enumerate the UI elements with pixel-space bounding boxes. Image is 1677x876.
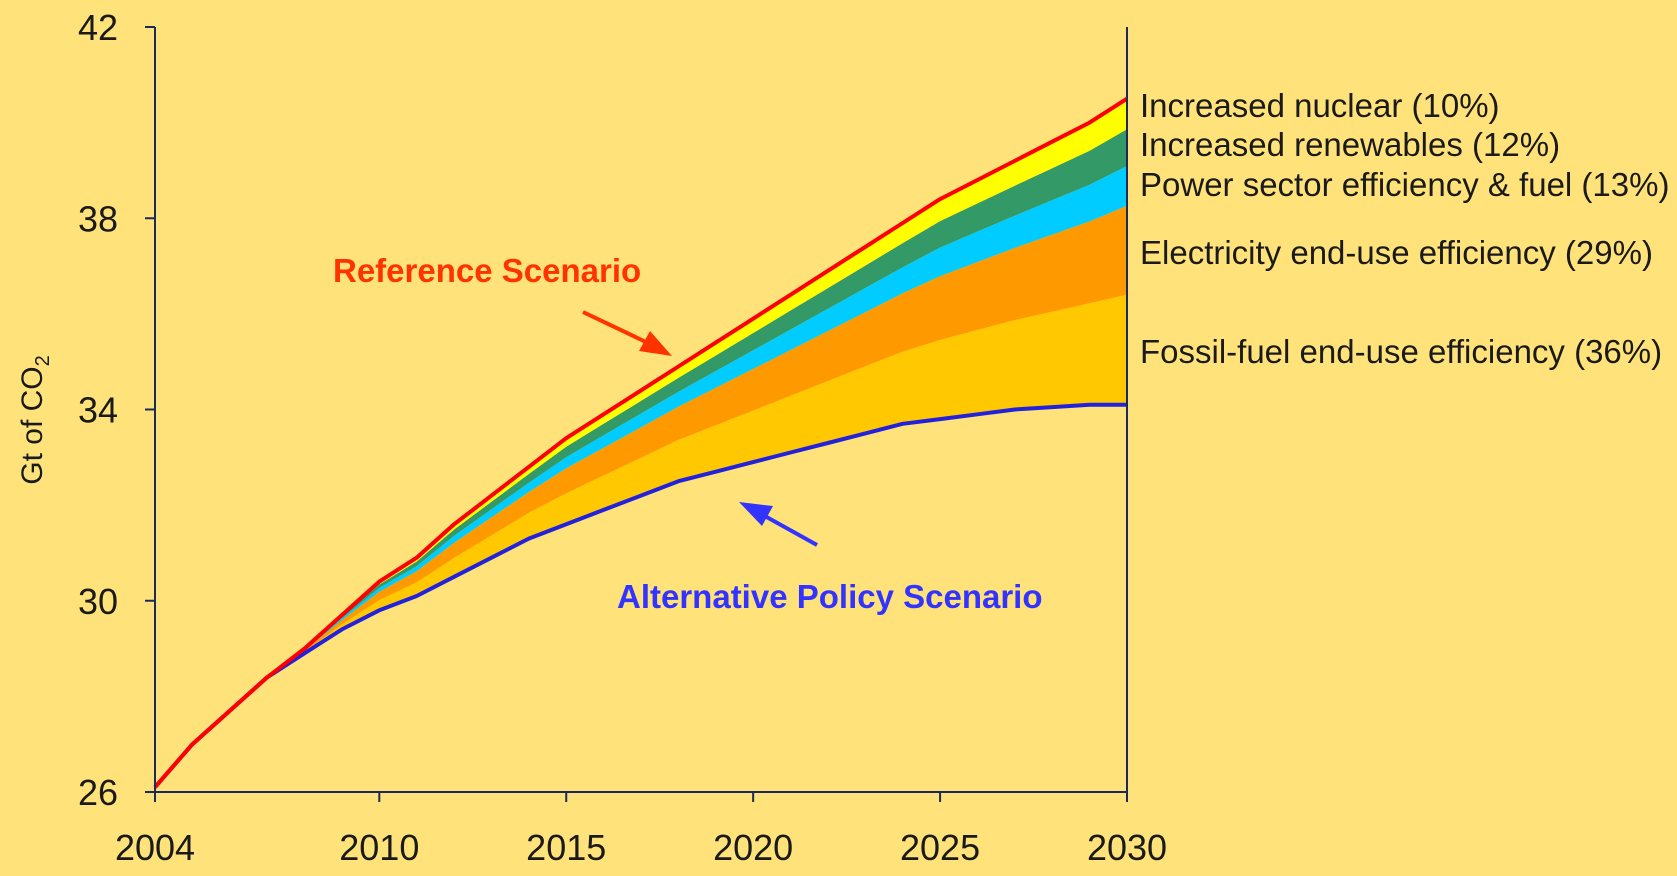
y-tick-label: 42 [78,7,118,48]
wedge-bands [155,98,1127,788]
alternative-arrow-head [739,502,773,526]
reference-scenario-line [153,97,1129,789]
band-4 [155,129,1127,788]
band-2 [155,205,1127,788]
band-5 [155,98,1127,788]
y-tick-label: 30 [78,581,118,622]
reference-arrow-shaft [582,310,649,345]
y-tick-label: 34 [78,390,118,431]
x-tick-label: 2025 [900,827,980,868]
x-tick-label: 2010 [339,827,419,868]
legend-label-2: Electricity end-use efficiency (29%) [1140,234,1653,271]
x-axis-ticks: 2004 2010 2015 2020 2025 2030 [115,792,1167,868]
y-axis-ticks: 26 30 34 38 42 [78,7,155,813]
wedge-legend: Fossil-fuel end-use efficiency (36%) Elec… [1140,87,1669,370]
y-axis-label: Gt of CO2 [16,355,54,484]
y-tick-label: 26 [78,772,118,813]
legend-label-4: Increased renewables (12%) [1140,126,1560,163]
legend-label-1: Fossil-fuel end-use efficiency (36%) [1140,333,1662,370]
y-tick-label: 38 [78,198,118,239]
x-tick-label: 2015 [526,827,606,868]
x-tick-label: 2020 [713,827,793,868]
alternative-arrow-shaft [762,513,818,547]
x-tick-label: 2004 [115,827,195,868]
alternative-scenario-line [153,402,1127,789]
band-3 [155,166,1127,788]
band-1 [155,294,1127,788]
x-tick-label: 2030 [1087,827,1167,868]
legend-label-3: Power sector efficiency & fuel (13%) [1140,166,1669,203]
reference-scenario-label: Reference Scenario [333,252,641,289]
alternative-scenario-label: Alternative Policy Scenario [617,578,1043,615]
legend-label-5: Increased nuclear (10%) [1140,87,1500,124]
scenario-annotations: Reference Scenario Alternative Policy Sce… [333,252,1043,615]
reference-arrow-head [639,331,672,356]
scenario-lines [153,97,1129,789]
